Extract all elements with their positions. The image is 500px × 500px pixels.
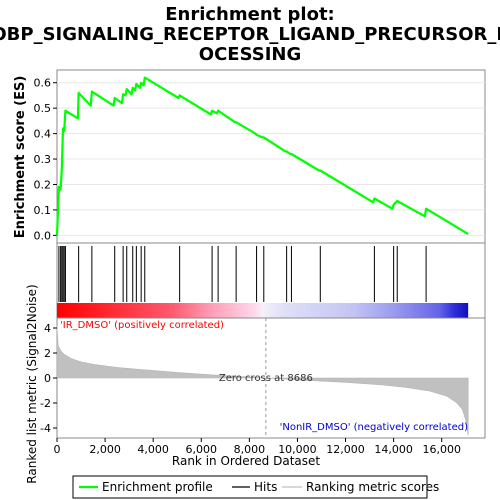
es-y-tick-label: 0.5 xyxy=(34,102,52,115)
x-tick-label: 0 xyxy=(54,443,61,456)
x-tick-label: 2,000 xyxy=(89,443,121,456)
es-y-tick-label: 0.2 xyxy=(34,178,52,191)
es-panel-y-axis: 0.0 0.1 0.2 0.3 0.4 0.5 0.6 xyxy=(34,77,57,242)
x-axis-ticks: 0 2,000 4,000 6,000 8,000 10,000 12,000 14,000 1… xyxy=(54,438,461,456)
es-y-tick-label: 0.1 xyxy=(34,204,52,217)
chart-title-line-2: GOBP_SIGNALING_RECEPTOR_LIGAND_PRECURSOR… xyxy=(0,24,500,45)
ranking-metric-area xyxy=(56,325,469,436)
es-y-tick-label: 0.3 xyxy=(34,153,52,166)
x-tick-label: 10,000 xyxy=(278,443,317,456)
metric-y-tick-label: 4 xyxy=(44,322,51,335)
positive-correlation-label: 'IR_DMSO' (positively correlated) xyxy=(60,320,224,331)
x-tick-label: 6,000 xyxy=(186,443,218,456)
x-tick-label: 16,000 xyxy=(422,443,461,456)
es-y-tick-label: 0.4 xyxy=(34,128,52,141)
metric-y-tick-label: 0 xyxy=(44,372,51,385)
es-panel-frame xyxy=(56,69,486,244)
legend-metric-label: Ranking metric scores xyxy=(306,480,439,494)
legend-hits-label: Hits xyxy=(254,480,277,494)
negative-correlation-label: 'NonIR_DMSO' (negatively correlated) xyxy=(280,422,468,433)
x-tick-label: 12,000 xyxy=(326,443,365,456)
enrichment-profile-line xyxy=(55,76,469,236)
x-tick-label: 8,000 xyxy=(234,443,266,456)
metric-y-tick-label: -2 xyxy=(40,397,51,410)
zero-cross-label: Zero cross at 8686 xyxy=(219,373,313,384)
ranked-metric-heatmap-bar xyxy=(57,303,469,318)
hits-marks xyxy=(58,246,427,302)
legend-enrichment-label: Enrichment profile xyxy=(102,480,213,494)
es-y-tick-label: 0.6 xyxy=(34,77,52,90)
es-y-tick-label: 0.0 xyxy=(34,229,52,242)
metric-y-tick-label: 2 xyxy=(44,347,51,360)
x-tick-label: 4,000 xyxy=(137,443,169,456)
metric-y-tick-label: -4 xyxy=(40,422,51,435)
metric-y-axis-label: Ranked list metric (Signal2Noise) xyxy=(25,284,39,483)
x-axis-label: Rank in Ordered Dataset xyxy=(172,454,320,468)
x-tick-label: 14,000 xyxy=(374,443,413,456)
metric-panel-y-axis: 4 2 0 -2 -4 xyxy=(40,322,57,435)
chart-title-line-3: OCESSING xyxy=(199,44,301,65)
chart-title-line-1: Enrichment plot: xyxy=(165,4,335,25)
es-y-axis-label: Enrichment score (ES) xyxy=(13,76,28,239)
